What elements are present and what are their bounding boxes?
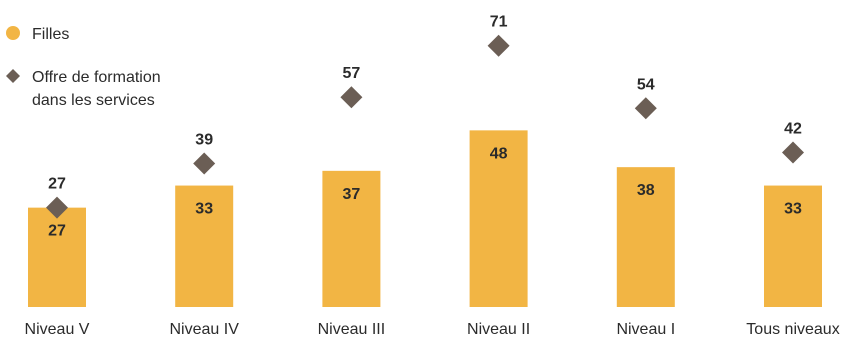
marker-value-label: 39 bbox=[195, 131, 213, 148]
bar bbox=[322, 170, 381, 307]
bars-group: 27 33 37 48 38 33 bbox=[28, 130, 822, 307]
legend: Filles Offre de formation dans les service… bbox=[6, 26, 161, 109]
x-tick-label: Niveau II bbox=[467, 321, 530, 338]
bar bbox=[764, 185, 822, 307]
marker-value-label: 71 bbox=[490, 14, 508, 31]
x-tick-label: Niveau IV bbox=[170, 321, 240, 338]
legend-label-filles: Filles bbox=[32, 26, 69, 43]
diamond-marker bbox=[193, 152, 216, 175]
diamond-marker bbox=[782, 141, 804, 164]
bar bbox=[616, 167, 675, 307]
diamond-marker bbox=[340, 86, 363, 109]
diamond-marker bbox=[46, 196, 68, 219]
bar bbox=[28, 207, 86, 307]
bar bbox=[175, 185, 234, 307]
x-tick-label: Niveau V bbox=[25, 321, 90, 338]
marker-value-label: 42 bbox=[784, 120, 802, 137]
bar-value-label: 33 bbox=[784, 201, 802, 218]
x-tick-label: Niveau III bbox=[318, 321, 386, 338]
legend-label-offre: dans les services bbox=[32, 92, 155, 109]
markers-group: 27 39 57 71 54 42 bbox=[46, 14, 804, 219]
bar-value-label: 38 bbox=[637, 182, 655, 199]
diamond-marker bbox=[634, 97, 657, 120]
marker-value-label: 54 bbox=[637, 76, 655, 93]
bar-value-label: 48 bbox=[490, 145, 508, 162]
diamond-marker bbox=[487, 34, 510, 57]
bar-value-label: 37 bbox=[343, 186, 361, 203]
bar-value-label: 33 bbox=[195, 201, 213, 218]
x-axis-ticks: Niveau V Niveau IV Niveau III Niveau II Nive… bbox=[25, 321, 840, 338]
bar-value-label: 27 bbox=[48, 223, 66, 240]
marker-value-label: 27 bbox=[48, 176, 66, 193]
bar bbox=[469, 130, 528, 307]
diamond-icon bbox=[6, 69, 20, 83]
x-tick-label: Tous niveaux bbox=[746, 321, 839, 338]
marker-value-label: 57 bbox=[343, 65, 361, 82]
circle-icon bbox=[6, 26, 20, 40]
x-tick-label: Niveau I bbox=[616, 321, 675, 338]
legend-label-offre: Offre de formation bbox=[32, 69, 161, 86]
